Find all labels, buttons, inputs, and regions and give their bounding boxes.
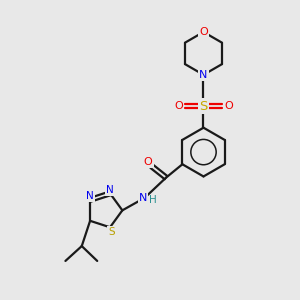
Text: N: N	[139, 193, 147, 203]
Text: N: N	[199, 70, 208, 80]
Text: H: H	[149, 195, 157, 205]
Text: O: O	[224, 101, 233, 111]
Text: O: O	[199, 27, 208, 37]
Text: N: N	[86, 191, 94, 201]
Text: O: O	[174, 101, 183, 111]
Text: O: O	[144, 157, 153, 167]
Text: S: S	[108, 227, 115, 237]
Text: N: N	[106, 185, 114, 195]
Text: S: S	[199, 100, 208, 112]
